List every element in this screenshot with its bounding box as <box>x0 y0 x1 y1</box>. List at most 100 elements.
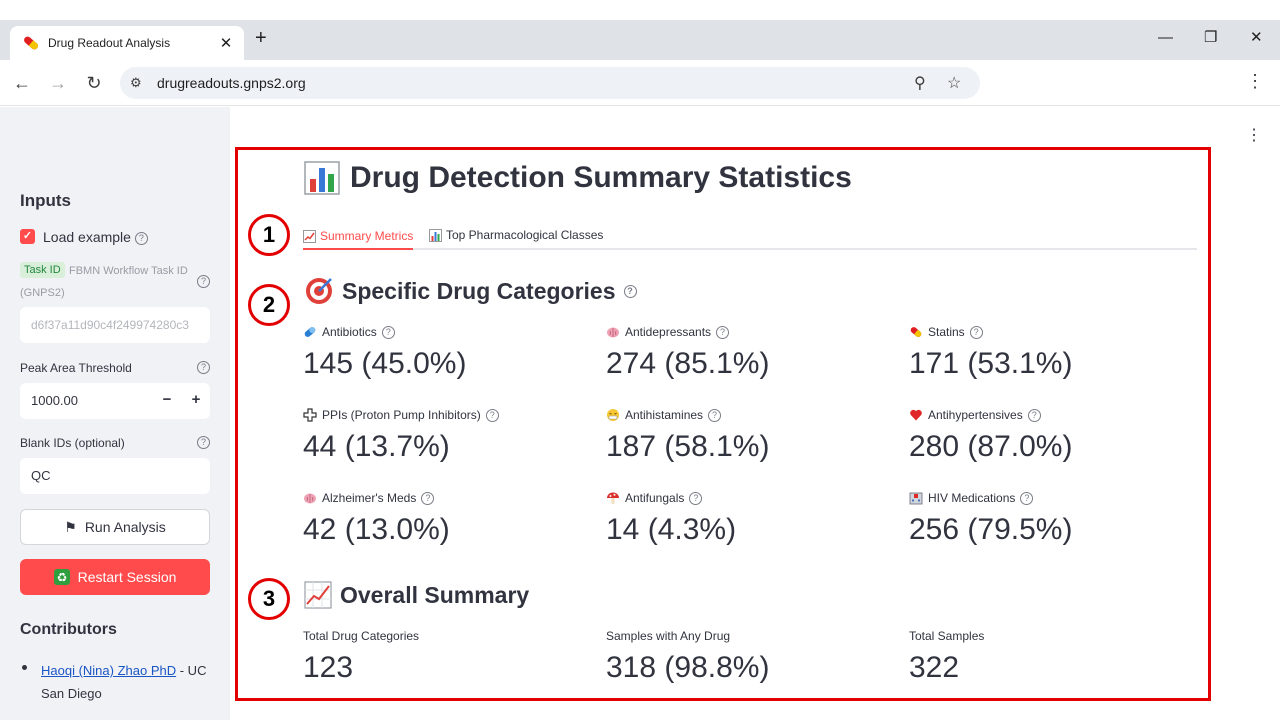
overall-summary-title: Overall Summary <box>340 581 530 608</box>
sneeze-face-icon <box>607 409 619 421</box>
help-icon[interactable]: ? <box>134 231 148 245</box>
metric-value: 123 <box>303 651 354 684</box>
increment-button[interactable]: + <box>191 391 201 408</box>
load-example-checkbox[interactable]: ✓ <box>20 229 35 244</box>
brain-icon <box>304 493 316 504</box>
close-tab-icon[interactable]: ✕ <box>219 35 233 52</box>
metric-statins: Statins? 171 (53.1%) <box>909 323 1189 381</box>
metric-label: Antidepressants <box>625 325 712 339</box>
tab-summary-metrics-label: Summary Metrics <box>320 229 414 243</box>
annotation-marker-1: 1 <box>248 214 290 256</box>
run-analysis-label: Run Analysis <box>84 519 166 535</box>
help-icon[interactable]: ? <box>708 408 722 422</box>
new-tab-icon[interactable]: + <box>255 27 267 49</box>
target-icon <box>306 278 332 304</box>
metric-value: 318 (98.8%) <box>606 651 770 684</box>
page-title: Drug Detection Summary Statistics <box>304 161 852 195</box>
metric-value: 145 (45.0%) <box>303 347 467 380</box>
tab-top-classes-label: Top Pharmacological Classes <box>446 228 604 242</box>
zoom-icon[interactable]: ⚲ <box>914 75 926 92</box>
url-text: drugreadouts.gnps2.org <box>157 75 306 91</box>
specific-categories-title: Specific Drug Categories <box>342 277 616 304</box>
bar-chart-icon <box>429 228 442 242</box>
tab-top-classes[interactable]: Top Pharmacological Classes <box>429 224 603 246</box>
restore-icon[interactable]: ❐ <box>1204 29 1218 46</box>
help-icon[interactable]: ? <box>485 408 499 422</box>
help-icon[interactable]: ? <box>1020 491 1034 505</box>
annotation-marker-3: 3 <box>248 578 290 620</box>
metric-value: 256 (79.5%) <box>909 513 1073 546</box>
browser-menu-icon[interactable]: ⋮ <box>1246 71 1264 91</box>
blank-ids-input[interactable]: QC <box>20 458 210 494</box>
sidebar: Inputs ✓ Load example ? Task ID FBMN Wor… <box>0 107 230 720</box>
forward-icon[interactable]: → <box>49 73 67 93</box>
task-id-input[interactable]: d6f37a11d90c4f249974280c3 <box>20 307 210 343</box>
blank-ids-label: Blank IDs (optional) <box>20 436 125 450</box>
chart-up-icon <box>304 581 332 609</box>
browser-toolbar: ← → ↻ ⚙ drugreadouts.gnps2.org ⚲ ☆ ⋮ <box>0 60 1280 106</box>
help-icon[interactable]: ? <box>716 325 730 339</box>
address-bar[interactable]: ⚙ drugreadouts.gnps2.org ⚲ ☆ <box>120 67 980 99</box>
task-id-label: FBMN Workflow Task ID <box>69 265 188 277</box>
site-info-icon[interactable]: ⚙ <box>130 75 142 90</box>
metric-value: 171 (53.1%) <box>909 347 1073 380</box>
help-icon[interactable]: ? <box>623 284 637 298</box>
metric-samples-any-drug: Samples with Any Drug 318 (98.8%) <box>606 627 886 685</box>
minimize-icon[interactable]: — <box>1158 29 1173 46</box>
flag-icon: ⚑ <box>64 518 77 535</box>
tabs-bar: Summary Metrics Top Pharmacological Clas… <box>303 222 1197 250</box>
recycle-icon: ♻ <box>53 569 70 585</box>
metric-label: Antihypertensives <box>928 408 1023 422</box>
run-analysis-button[interactable]: ⚑ Run Analysis <box>20 509 210 545</box>
help-icon[interactable]: ? <box>197 361 210 374</box>
metric-value: 44 (13.7%) <box>303 430 450 463</box>
help-icon[interactable]: ? <box>1027 408 1041 422</box>
tab-summary-metrics[interactable]: Summary Metrics <box>303 224 414 250</box>
restart-session-button[interactable]: ♻ Restart Session <box>20 559 210 595</box>
help-icon[interactable]: ? <box>197 436 210 449</box>
metric-antihypertensives: Antihypertensives? 280 (87.0%) <box>909 406 1189 464</box>
help-icon[interactable]: ? <box>689 491 703 505</box>
list-bullet <box>22 665 27 670</box>
inputs-heading: Inputs <box>20 191 71 210</box>
back-icon[interactable]: ← <box>13 73 31 93</box>
restart-session-label: Restart Session <box>77 569 177 585</box>
metric-label: Samples with Any Drug <box>606 629 731 643</box>
metric-label: Total Drug Categories <box>303 629 420 643</box>
metric-antibiotics: Antibiotics? 145 (45.0%) <box>303 323 583 381</box>
page-title-text: Drug Detection Summary Statistics <box>350 161 852 194</box>
metric-label: Antifungals <box>625 491 685 505</box>
decrement-button[interactable]: − <box>162 391 172 408</box>
peak-threshold-input[interactable]: 1000.00 <box>20 383 210 419</box>
metric-label: Antihistamines <box>625 408 704 422</box>
help-icon[interactable]: ? <box>421 491 435 505</box>
bar-chart-icon <box>304 161 340 195</box>
pill-icon <box>910 327 922 337</box>
task-id-label-2: (GNPS2) <box>20 287 65 299</box>
contributor-link[interactable]: Haoqi (Nina) Zhao PhD <box>41 663 177 678</box>
close-window-icon[interactable]: ✕ <box>1250 29 1263 46</box>
app-menu-icon[interactable]: ⋮ <box>1246 127 1262 144</box>
metric-antifungals: Antifungals? 14 (4.3%) <box>606 489 886 547</box>
annotation-highlight-box <box>235 147 1211 701</box>
overall-summary-heading: Overall Summary <box>304 581 529 609</box>
load-example-label: Load example ? <box>43 229 148 245</box>
mushroom-icon <box>607 492 619 504</box>
chart-up-icon <box>303 229 316 243</box>
help-icon[interactable]: ? <box>969 325 983 339</box>
metric-label: HIV Medications <box>928 491 1016 505</box>
metric-value: 14 (4.3%) <box>606 513 737 546</box>
metric-label: Antibiotics <box>322 325 377 339</box>
peak-threshold-label: Peak Area Threshold <box>20 361 132 375</box>
contributor-affiliation: - UC San Diego <box>41 663 207 701</box>
metric-total-categories: Total Drug Categories 123 <box>303 627 583 685</box>
metric-value: 274 (85.1%) <box>606 347 770 380</box>
browser-tab[interactable]: Drug Readout Analysis ✕ <box>10 26 244 60</box>
bookmark-star-icon[interactable]: ☆ <box>947 75 962 92</box>
tab-title: Drug Readout Analysis <box>48 36 171 50</box>
help-icon[interactable]: ? <box>197 275 210 288</box>
help-icon[interactable]: ? <box>381 325 395 339</box>
reload-icon[interactable]: ↻ <box>86 73 102 93</box>
pill-icon <box>24 36 38 50</box>
metric-label: Statins <box>928 325 965 339</box>
